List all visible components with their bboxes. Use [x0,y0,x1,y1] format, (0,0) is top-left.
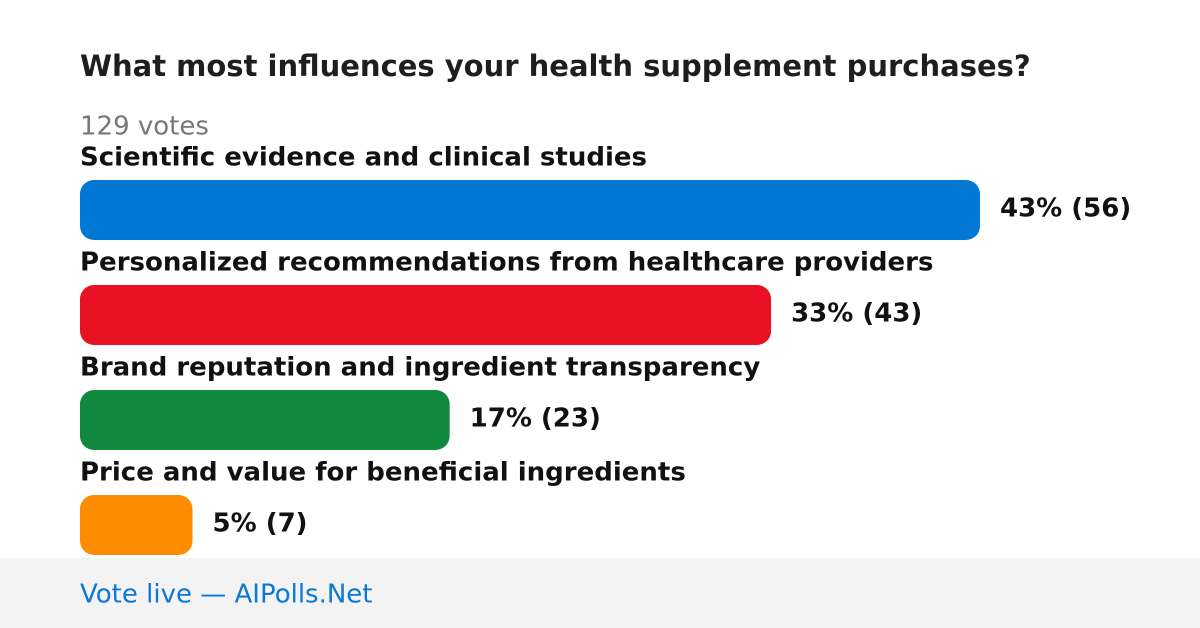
footer-band [0,558,1200,628]
poll-title: What most influences your health supplem… [80,49,1031,83]
bar [80,495,193,555]
option-label: Scientific evidence and clinical studies [80,143,647,173]
value-label: 5% (7) [213,509,308,539]
vote-count: 129 votes [80,112,209,142]
value-label: 43% (56) [1000,194,1131,224]
value-label: 33% (43) [791,299,922,329]
bar [80,180,980,240]
option-label: Brand reputation and ingredient transpar… [80,353,760,383]
footer-link[interactable]: Vote live — AIPolls.Net [80,580,373,610]
value-label: 17% (23) [470,404,601,434]
bar [80,285,772,345]
option-label: Personalized recommendations from health… [80,248,933,278]
bar [80,390,450,450]
option-label: Price and value for beneficial ingredien… [80,458,686,488]
